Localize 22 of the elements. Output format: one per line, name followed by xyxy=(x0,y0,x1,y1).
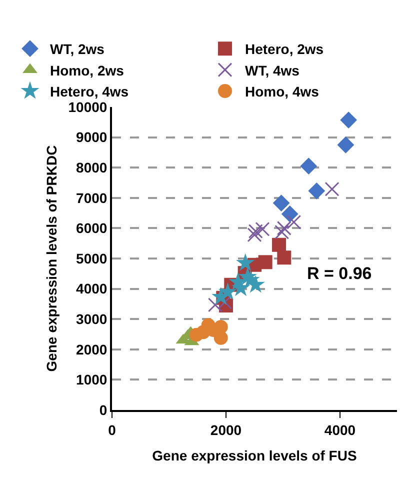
y-tick-label: 8000 xyxy=(76,160,108,176)
y-tick-label: 9000 xyxy=(76,129,108,146)
x-tick-label: 4000 xyxy=(324,422,356,438)
annotation: R = 0.96 xyxy=(307,264,372,283)
y-tick-label: 2000 xyxy=(76,341,108,358)
x-axis-title: Gene expression levels of FUS xyxy=(152,448,357,464)
y-tick-label: 3000 xyxy=(76,311,108,327)
legend-label: WT, 2ws xyxy=(50,41,105,58)
y-tick-label: 10000 xyxy=(68,98,108,115)
y-tick-label: 1000 xyxy=(76,372,108,388)
legend-label: WT, 4ws xyxy=(245,62,300,78)
legend-label: Hetero, 2ws xyxy=(245,41,324,58)
y-tick-label: 7000 xyxy=(76,190,108,206)
y-tick-label: 4000 xyxy=(76,280,108,297)
legend-label: Homo, 2ws xyxy=(50,62,124,78)
legend-label: Homo, 4ws xyxy=(245,83,320,100)
y-tick-label: 5000 xyxy=(76,250,108,266)
x-tick-label: 2000 xyxy=(210,422,242,438)
y-axis-title: Gene expression levels of PRKDC xyxy=(43,145,60,372)
y-tick-label: 0 xyxy=(99,402,108,418)
legend-label: Hetero, 4ws xyxy=(50,83,129,100)
y-tick-label: 6000 xyxy=(76,220,108,236)
